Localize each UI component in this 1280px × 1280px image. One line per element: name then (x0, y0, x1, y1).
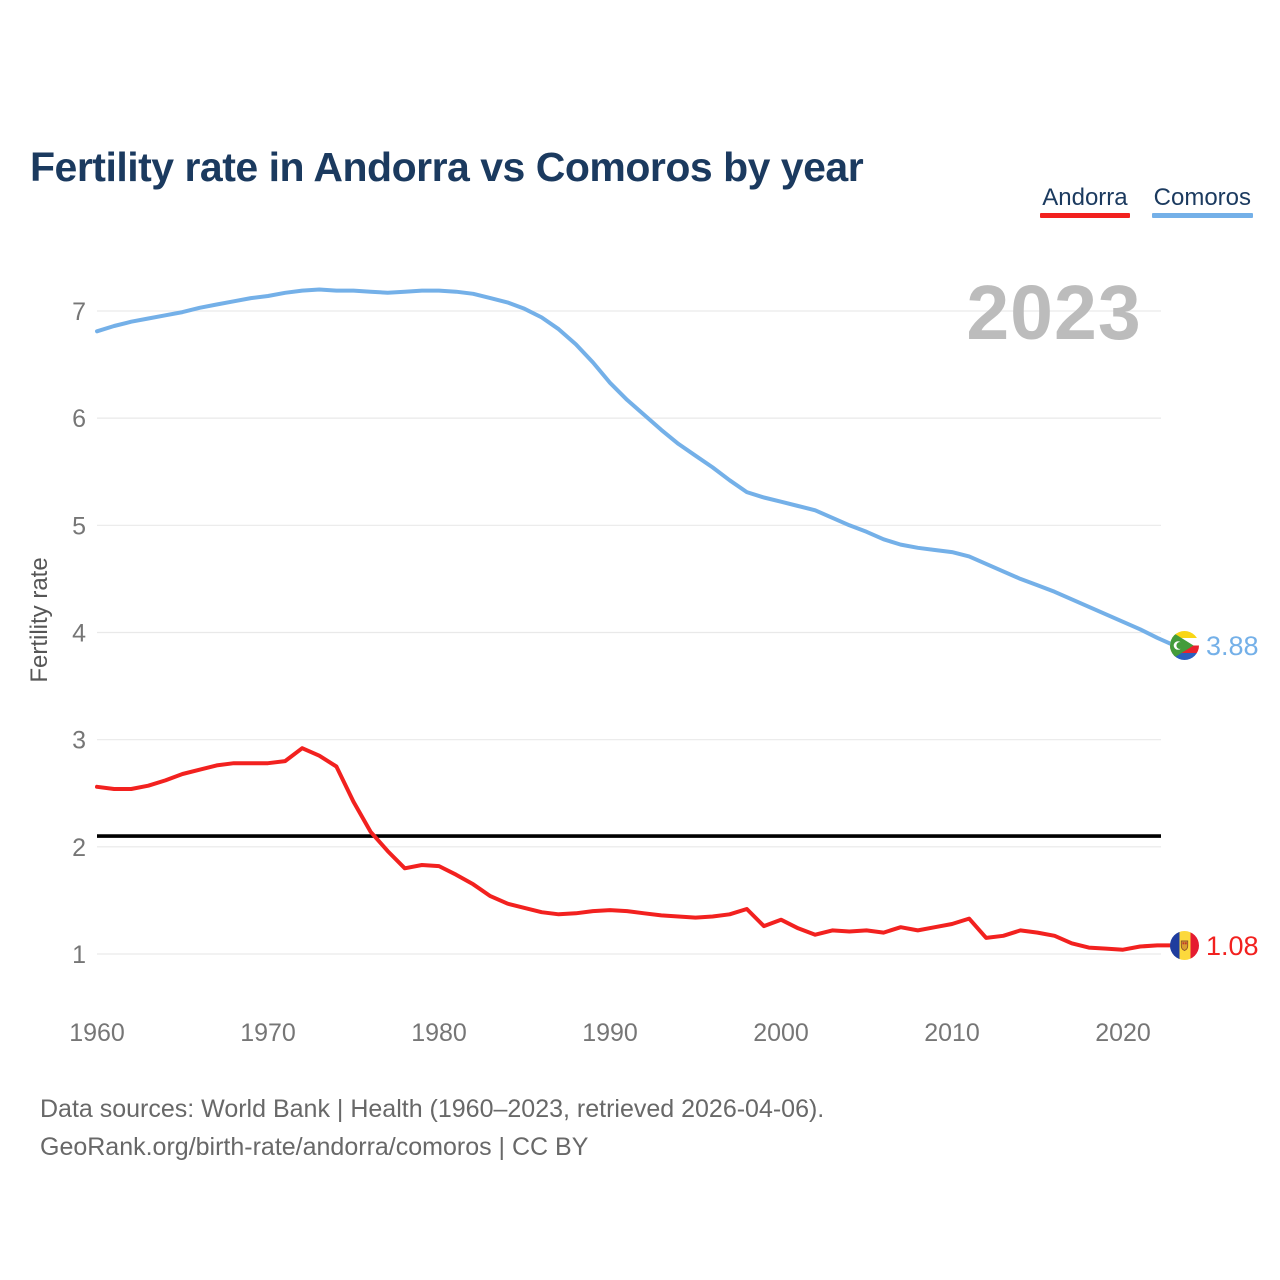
x-tick-label: 2010 (924, 1019, 980, 1047)
series-lines (95, 287, 1177, 952)
y-tick-label: 3 (72, 727, 86, 755)
legend-swatch-andorra (1040, 213, 1130, 219)
y-tick-label: 2 (72, 834, 86, 862)
y-tick-label: 7 (72, 298, 86, 326)
y-tick-label: 4 (72, 620, 86, 648)
legend-label-comoros: Comoros (1153, 184, 1251, 211)
x-tick-label: 2020 (1095, 1019, 1151, 1047)
series-line-comoros[interactable] (95, 287, 1177, 648)
footer-attribution-line: GeoRank.org/birth-rate/andorra/comoros |… (40, 1133, 589, 1161)
legend: Andorra Comoros (1040, 184, 1253, 219)
andorra-flag-icon (1170, 931, 1199, 960)
y-tick-label: 1 (72, 941, 86, 969)
x-tick-label: 1970 (240, 1019, 296, 1047)
watermark-year: 2023 (966, 270, 1141, 356)
x-tick-label: 2000 (753, 1019, 809, 1047)
legend-swatch-comoros (1151, 213, 1253, 219)
x-tick-label: 1960 (69, 1019, 125, 1047)
page-title: Fertility rate in Andorra vs Comoros by … (30, 144, 864, 191)
legend-item-andorra[interactable]: Andorra (1040, 184, 1130, 219)
footer: Data sources: World Bank | Health (1960–… (40, 1090, 824, 1166)
comoros-flag-icon (1170, 631, 1199, 660)
x-axis-tick-labels: 1960 1970 1980 1990 2000 2010 2020 (69, 1019, 1151, 1047)
x-tick-label: 1990 (582, 1019, 638, 1047)
end-value-comoros: 3.88 (1206, 631, 1259, 661)
legend-item-comoros[interactable]: Comoros (1151, 184, 1253, 219)
end-value-andorra: 1.08 (1206, 931, 1259, 961)
y-tick-label: 6 (72, 405, 86, 433)
legend-label-andorra: Andorra (1042, 184, 1128, 211)
x-tick-label: 1980 (411, 1019, 467, 1047)
y-tick-label: 5 (72, 512, 86, 540)
y-axis-tick-labels: 1 2 3 4 5 6 7 (72, 298, 86, 969)
footer-source-line: Data sources: World Bank | Health (1960–… (40, 1095, 825, 1123)
gridlines (97, 310, 1161, 955)
y-axis-title: Fertility rate (26, 557, 53, 682)
series-line-andorra[interactable] (95, 746, 1177, 952)
